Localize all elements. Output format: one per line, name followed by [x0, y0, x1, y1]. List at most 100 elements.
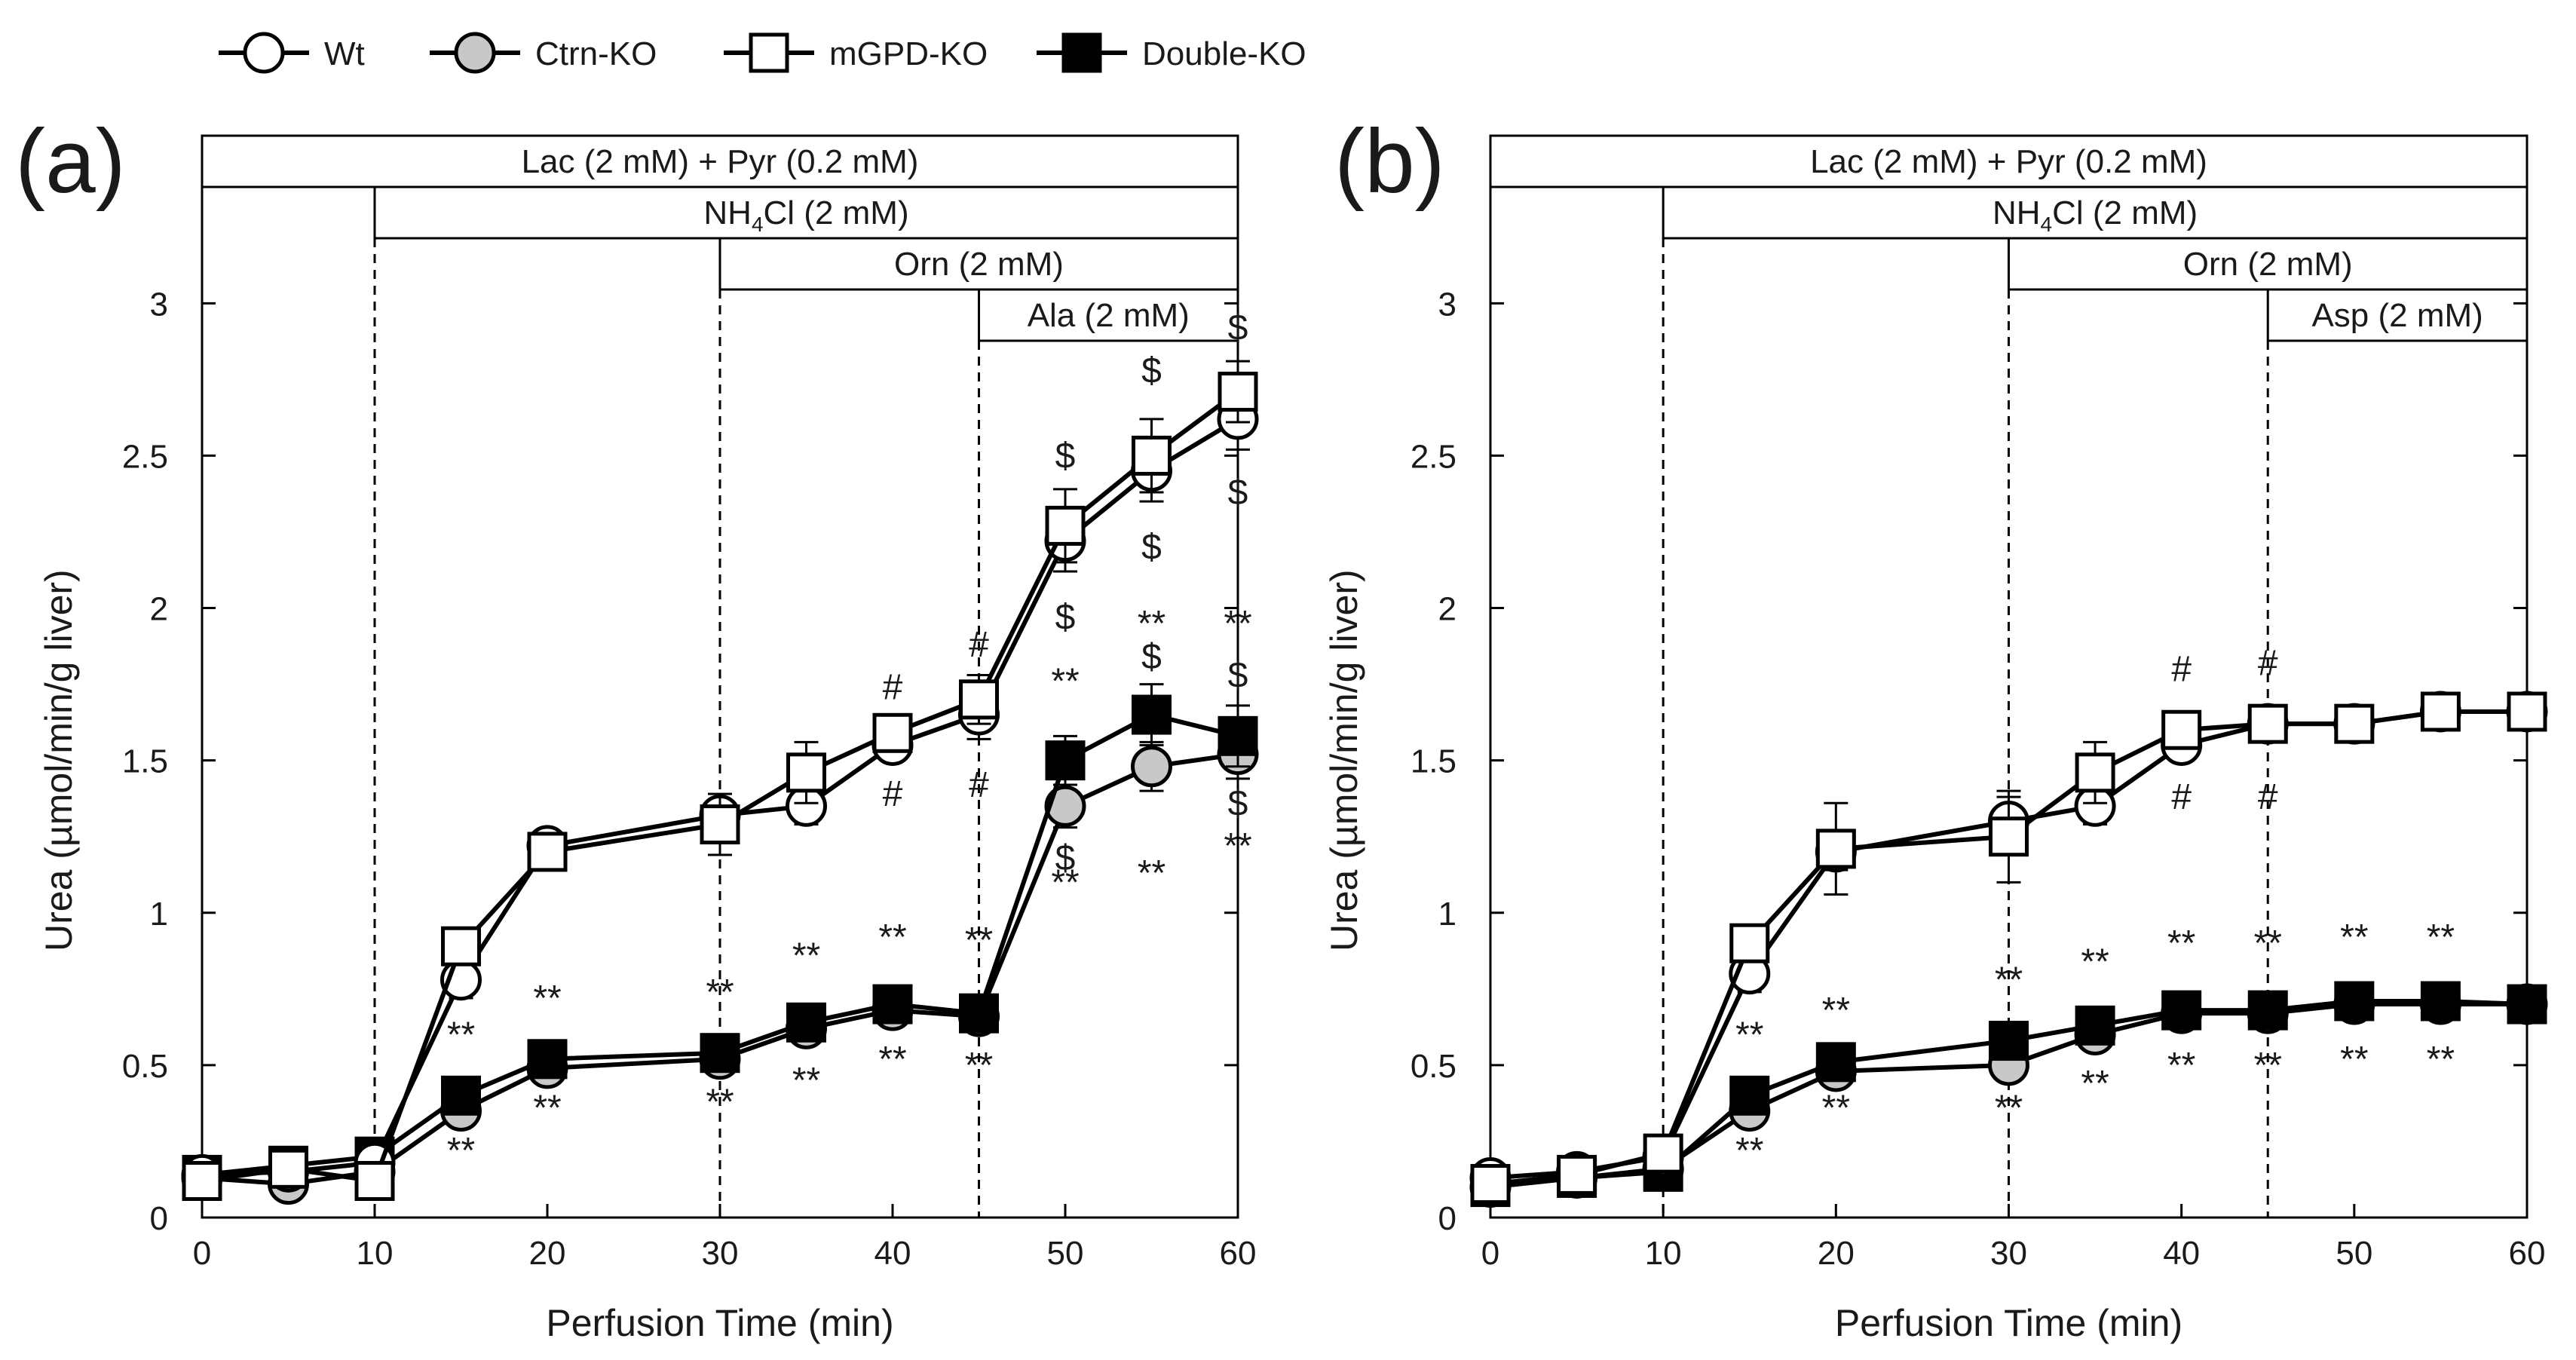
condition-label-main: NH: [1992, 195, 2041, 231]
data-point: [527, 1039, 568, 1080]
panel-label: (b): [1334, 111, 1445, 212]
significance-asterisks: **: [1051, 662, 1079, 702]
data-point: [1045, 505, 1086, 546]
significance-asterisks: **: [1138, 853, 1165, 893]
condition-label: Lac (2 mM) + Pyr (0.2 mM): [1810, 143, 2207, 180]
legend-label: Ctrn-KO: [535, 35, 657, 72]
significance-asterisks: **: [2081, 942, 2109, 982]
significance-asterisks: **: [965, 920, 993, 960]
significance-dollar: $: [1228, 308, 1248, 348]
data-point: [182, 1160, 222, 1201]
x-tick-label: 20: [529, 1235, 566, 1272]
significance-dollar: $: [1141, 637, 1162, 677]
condition-bar: [978, 288, 1239, 342]
x-tick-label: 40: [874, 1235, 911, 1272]
y-tick-label: 0: [150, 1200, 168, 1237]
significance-asterisks: **: [1995, 1088, 2023, 1128]
significance-asterisks: **: [447, 1131, 475, 1171]
data-point: [872, 712, 913, 753]
legend-label: Wt: [324, 35, 365, 72]
y-tick-label: 0: [1438, 1200, 1456, 1237]
data-point: [1557, 1154, 1597, 1195]
significance-asterisks: **: [706, 1082, 734, 1122]
condition-label: NH4Cl (2 mM): [1992, 195, 2198, 236]
y-tick-label: 2: [150, 591, 168, 628]
significance-asterisks: **: [1224, 604, 1251, 644]
condition-label-subscript: 4: [752, 213, 764, 236]
panel-a: (a) Lac (2 mM) + Pyr (0.2 mM) NH4Cl (2 mM)…: [15, 111, 1259, 1344]
data-point: [1729, 1075, 1770, 1116]
legend-marker-mgpd-ko: [749, 32, 789, 73]
significance-asterisks: **: [2254, 924, 2282, 963]
data-point: [441, 926, 481, 966]
data-point: [268, 1148, 308, 1189]
data-point: [786, 752, 826, 793]
x-tick-label: 10: [357, 1235, 394, 1272]
x-tick-label: 0: [1481, 1235, 1499, 1272]
condition-label: Lac (2 mM) + Pyr (0.2 mM): [522, 143, 919, 180]
legend-marker-double-ko: [1061, 32, 1102, 73]
condition-label-subscript: 4: [2041, 213, 2053, 236]
data-point: [959, 679, 999, 720]
significance-dollar: $: [1228, 655, 1248, 695]
significance-asterisks: **: [1995, 960, 2023, 1000]
x-tick-label: 20: [1818, 1235, 1855, 1272]
data-point: [959, 993, 999, 1034]
significance-asterisks: **: [533, 979, 561, 1018]
condition-bar: [2266, 288, 2529, 342]
significance-asterisks: **: [2254, 1046, 2282, 1086]
y-axis-title: Urea (µmol/min/g liver): [38, 569, 80, 951]
x-axis-title: Perfusion Time (min): [546, 1302, 893, 1344]
data-point: [700, 804, 740, 845]
significance-asterisks: **: [965, 1046, 993, 1086]
significance-hash: #: [969, 765, 989, 805]
data-point: [872, 984, 913, 1025]
data-point: [1218, 715, 1258, 756]
condition-bar: [373, 185, 1239, 240]
y-axis-title: Urea (µmol/min/g liver): [1323, 569, 1365, 951]
data-point: [2334, 703, 2375, 744]
panel-b: (b) Lac (2 mM) + Pyr (0.2 mM) NH4Cl (2 mM)…: [1323, 111, 2548, 1344]
significance-dollar: $: [1055, 436, 1076, 476]
condition-label-rest: Cl (2 mM): [2052, 195, 2198, 231]
data-point: [1218, 372, 1258, 412]
y-tick-label: 1: [150, 896, 168, 933]
y-tick-label: 0.5: [122, 1048, 168, 1085]
significance-hash: #: [883, 668, 903, 708]
data-point: [1989, 1021, 2029, 1061]
legend: Wt Ctrn-KO mGPD-KO Double-KO: [219, 32, 1306, 74]
significance-asterisks: **: [1822, 991, 1850, 1031]
significance-asterisks: **: [792, 936, 820, 976]
data-point: [1045, 740, 1086, 781]
data-point: [2075, 1005, 2115, 1046]
data-point: [2507, 984, 2547, 1025]
significance-dollar: $: [1055, 598, 1076, 638]
significance-dollar: $: [1228, 473, 1248, 513]
x-tick-label: 0: [193, 1235, 211, 1272]
x-tick-label: 50: [2336, 1235, 2372, 1272]
significance-asterisks: **: [878, 917, 906, 957]
significance-dollar: $: [1141, 528, 1162, 568]
legend-marker-ctrn-ko: [454, 32, 496, 74]
significance-asterisks: **: [2340, 917, 2368, 957]
x-tick-label: 50: [1047, 1235, 1084, 1272]
data-point: [2161, 990, 2202, 1031]
data-point: [1044, 785, 1086, 827]
panel-label: (a): [15, 111, 126, 212]
condition-label: Asp (2 mM): [2311, 297, 2483, 334]
significance-asterisks: **: [533, 1088, 561, 1128]
data-point: [2075, 752, 2115, 793]
x-axis-title: Perfusion Time (min): [1835, 1302, 2182, 1344]
data-point: [1131, 746, 1172, 788]
significance-asterisks: **: [2167, 924, 2195, 963]
x-tick-label: 30: [702, 1235, 739, 1272]
legend-marker-wt: [243, 32, 285, 74]
data-point: [354, 1160, 395, 1201]
y-tick-label: 0.5: [1411, 1048, 1456, 1085]
y-tick-label: 1.5: [122, 743, 168, 780]
data-point: [1815, 1042, 1856, 1083]
y-tick-label: 3: [1438, 286, 1456, 323]
significance-hash: #: [883, 774, 903, 814]
data-point: [700, 1033, 740, 1074]
